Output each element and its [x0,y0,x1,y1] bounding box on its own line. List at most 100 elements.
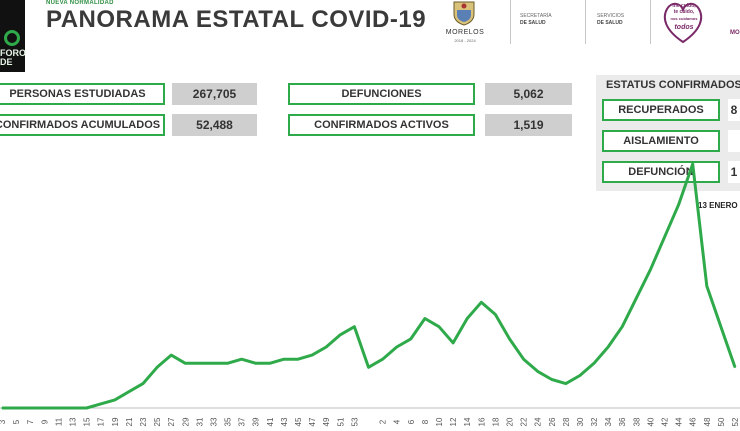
x-tick-label: 13 [68,417,77,426]
x-tick-label: 19 [111,417,120,426]
data-point [565,382,567,385]
data-point [184,362,187,365]
data-point [198,362,201,365]
x-tick-label: 29 [181,417,190,426]
x-tick-label: 40 [646,417,655,426]
x-tick-label: 36 [618,417,627,426]
logo-ring-icon [4,30,20,46]
date-label: 13 ENERO [698,201,738,210]
x-tick-label: 52 [731,417,740,426]
x-tick-label: 41 [266,417,275,426]
dept-secretaria-line2: DE SALUD [520,20,546,26]
x-tick-label: 31 [195,417,204,426]
campaign-line2: te cuido, [673,9,695,15]
x-tick-label: 38 [632,417,641,426]
x-tick-label: 8 [421,419,430,424]
data-point [381,358,384,360]
x-tick-label: 27 [167,417,176,426]
header-divider [650,0,651,44]
data-point [691,163,694,165]
data-point [113,399,116,401]
data-point [71,407,74,409]
kicker-text: NUEVA NORMALIDAD [46,0,114,6]
x-tick-label: 26 [548,417,557,426]
logo-text-line2: DE [0,57,13,67]
x-tick-label: 48 [703,417,712,426]
data-point [57,407,60,409]
dept-servicios: SERVICIOS DE SALUD [597,13,624,27]
data-point [452,342,454,344]
x-tick-label: 3 [0,419,7,424]
x-tick-label: 32 [590,417,599,426]
data-point [85,407,88,409]
series-layer [1,162,737,410]
data-point [283,358,285,360]
recuperados-label: RECUPERADOS [602,99,720,121]
x-tick-label: 4 [393,419,402,424]
aislamiento-value [728,130,740,152]
x-tick-label: 28 [562,417,571,426]
data-point [240,358,243,360]
data-point [550,378,553,381]
data-point [43,407,46,409]
recuperados-value: 8 [728,99,740,121]
heart-icon [663,2,703,44]
logo-text: FORO DE [0,49,26,67]
x-tick-label: 33 [209,417,218,426]
data-point [621,325,624,328]
data-point [734,366,736,369]
x-tick-label: 6 [407,419,416,424]
data-point [706,285,708,287]
data-point [536,370,539,373]
data-point [15,407,17,409]
data-point [424,317,426,320]
dept-servicios-line1: SERVICIOS [597,13,625,19]
page-title: PANORAMA ESTATAL COVID-19 [46,6,427,33]
confirmados-acumulados-value: 52,488 [172,114,257,136]
campaign-line1: me cuido, [672,3,696,9]
x-tick-label: 42 [661,417,670,426]
x-tick-label: 51 [336,417,345,426]
x-tick-label: 30 [576,417,585,426]
x-tick-label: 43 [280,417,289,426]
data-point [395,346,398,348]
defunciones-value: 5,062 [485,83,572,105]
data-point [522,358,525,360]
morelos-label: MORELOS [445,29,485,36]
personas-estudiadas-value: 267,705 [172,83,257,105]
x-tick-label: 10 [435,417,444,426]
x-tick-label: 50 [717,417,726,426]
defuncion-label: DEFUNCIÓN [602,161,720,183]
confirmados-activos-label: CONFIRMADOS ACTIVOS [288,114,475,136]
x-tick-label: 47 [308,417,317,426]
aislamiento-label: AISLAMIENTO [602,130,720,152]
x-tick-label: 22 [520,417,529,426]
data-point [367,366,370,369]
x-tick-label: 34 [604,417,613,426]
data-point [269,362,271,365]
data-point [635,297,638,299]
data-point [593,362,595,365]
data-point [649,268,652,271]
logo-text-line1: FORO [0,48,26,58]
data-point [212,362,215,365]
x-tick-label: 20 [505,417,514,426]
x-tick-label: 39 [252,417,261,426]
data-point [128,390,130,393]
x-tick-label: 25 [153,417,162,426]
x-tick-label: 14 [463,417,472,426]
data-point [325,346,328,348]
x-tick-label: 5 [12,419,21,424]
data-point [297,358,299,360]
x-tick-label: 2 [379,419,388,424]
period-label: 2018 - 2024 [454,38,476,43]
status-title: ESTATUS CONFIRMADOS [606,79,740,91]
x-tick-label: 18 [491,417,500,426]
morelos-shield-icon [453,1,475,26]
header-divider [510,0,511,44]
campaign-line4: todos [674,24,694,31]
data-point [579,374,581,377]
data-point [494,313,497,316]
data-point [508,338,511,340]
x-tick-label: 15 [83,417,92,426]
